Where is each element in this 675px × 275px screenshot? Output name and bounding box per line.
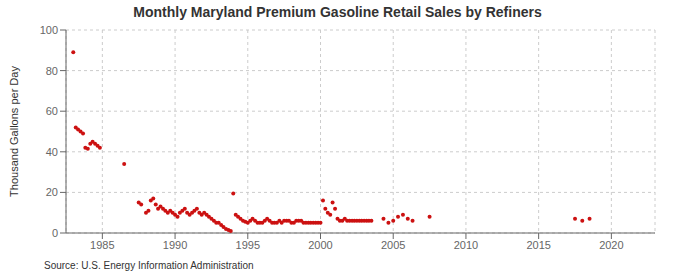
svg-text:2010: 2010 bbox=[454, 239, 478, 251]
svg-text:1995: 1995 bbox=[236, 239, 260, 251]
svg-text:2015: 2015 bbox=[526, 239, 550, 251]
svg-text:60: 60 bbox=[46, 105, 58, 117]
svg-text:100: 100 bbox=[40, 24, 58, 36]
svg-text:2005: 2005 bbox=[381, 239, 405, 251]
svg-text:0: 0 bbox=[52, 227, 58, 239]
svg-text:2000: 2000 bbox=[308, 239, 332, 251]
html-text:Monthly Maryland Premium Gasol: Monthly Maryland Premium Gasoline Retail… bbox=[133, 4, 542, 20]
svg-text:Thousand Gallons per Day: Thousand Gallons per Day bbox=[8, 66, 20, 197]
svg-text:40: 40 bbox=[46, 146, 58, 158]
html-text:Source: U.S. Energy Informatio: Source: U.S. Energy Information Administ… bbox=[44, 260, 254, 271]
svg-text:1985: 1985 bbox=[90, 239, 114, 251]
svg-text:1990: 1990 bbox=[163, 239, 187, 251]
svg-text:20: 20 bbox=[46, 186, 58, 198]
svg-text:2020: 2020 bbox=[599, 239, 623, 251]
svg-text:80: 80 bbox=[46, 65, 58, 77]
